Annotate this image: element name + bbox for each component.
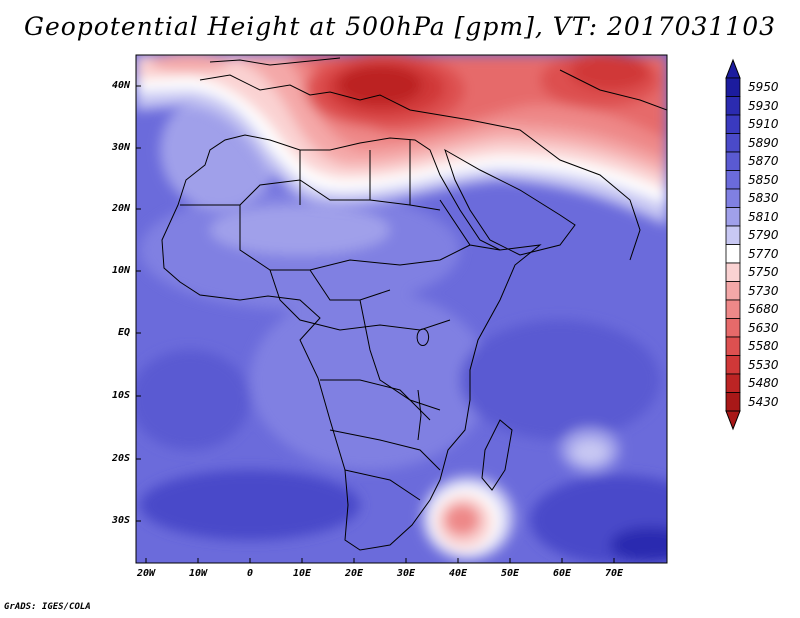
colorbar-swatch	[725, 170, 741, 190]
y-tick-label: EQ	[117, 327, 130, 338]
colorbar-level-label: 5950	[748, 80, 779, 94]
height-field	[136, 55, 667, 563]
colorbar-swatch	[725, 188, 741, 208]
x-tick-label: 50E	[500, 568, 520, 579]
colorbar-swatch	[725, 392, 741, 412]
y-tick-label: 40N	[111, 80, 130, 91]
colorbar-bottom-arrow	[725, 410, 741, 431]
colorbar-level-label: 5850	[748, 172, 779, 187]
colorbar-swatch	[725, 114, 741, 134]
x-tick-label: 40E	[448, 568, 468, 579]
colorbar-level-label: 5580	[748, 339, 779, 353]
colorbar-swatch	[725, 207, 741, 227]
colorbar-level-label: 5830	[748, 191, 779, 205]
colorbar-swatch	[725, 281, 741, 301]
colorbar-level-label: 5890	[748, 135, 779, 150]
colorbar-swatch	[725, 355, 741, 375]
colorbar-level-label: 5930	[748, 98, 779, 113]
x-tick-label: 70E	[604, 568, 624, 579]
colorbar-level-label: 5790	[748, 228, 779, 242]
y-tick-label: 30S	[111, 515, 130, 526]
credit-text: GrADS: IGES/COLA	[4, 602, 91, 612]
colorbar-top-arrow	[725, 58, 741, 79]
colorbar-swatch	[725, 225, 741, 245]
colorbar-level-label: 5730	[748, 283, 779, 298]
colorbar-swatch	[725, 262, 741, 282]
colorbar	[725, 58, 741, 431]
x-tick-label: 30E	[396, 568, 416, 579]
x-tick-label: 20W	[136, 568, 156, 579]
colorbar-level-label: 5530	[748, 357, 779, 372]
x-tick-label: 10E	[292, 568, 312, 579]
colorbar-swatch	[725, 336, 741, 356]
y-tick-label: 20S	[111, 453, 130, 464]
y-tick-label: 10S	[111, 390, 130, 401]
x-tick-label: 60E	[552, 568, 572, 579]
colorbar-swatch	[725, 96, 741, 116]
map-title: Geopotential Height at 500hPa [gpm], VT:…	[23, 12, 777, 41]
x-tick-label: 0	[246, 568, 254, 579]
y-tick-label: 20N	[111, 203, 130, 214]
colorbar-level-label: 5770	[748, 246, 779, 261]
colorbar-swatch	[725, 133, 741, 153]
plot-frame	[135, 54, 668, 564]
colorbar-swatch	[725, 77, 741, 97]
axis-ticks	[136, 85, 615, 563]
colorbar-level-label: 5870	[748, 154, 779, 168]
y-tick-label: 30N	[111, 142, 130, 153]
colorbar-level-label: 5430	[748, 394, 779, 409]
colorbar-level-label: 5480	[748, 376, 779, 390]
colorbar-swatch	[725, 244, 741, 264]
coastlines	[161, 57, 667, 551]
colorbar-swatch	[725, 151, 741, 171]
colorbar-swatch	[725, 318, 741, 338]
colorbar-swatch	[725, 299, 741, 319]
x-tick-label: 20E	[344, 568, 364, 579]
x-tick-label: 10W	[188, 568, 208, 579]
colorbar-level-label: 5810	[748, 209, 779, 224]
colorbar-level-label: 5680	[748, 302, 779, 316]
y-tick-label: 10N	[111, 265, 130, 276]
colorbar-swatch	[725, 373, 741, 393]
colorbar-level-label: 5910	[748, 117, 779, 131]
colorbar-level-label: 5750	[748, 265, 779, 279]
colorbar-level-label: 5630	[748, 320, 779, 335]
